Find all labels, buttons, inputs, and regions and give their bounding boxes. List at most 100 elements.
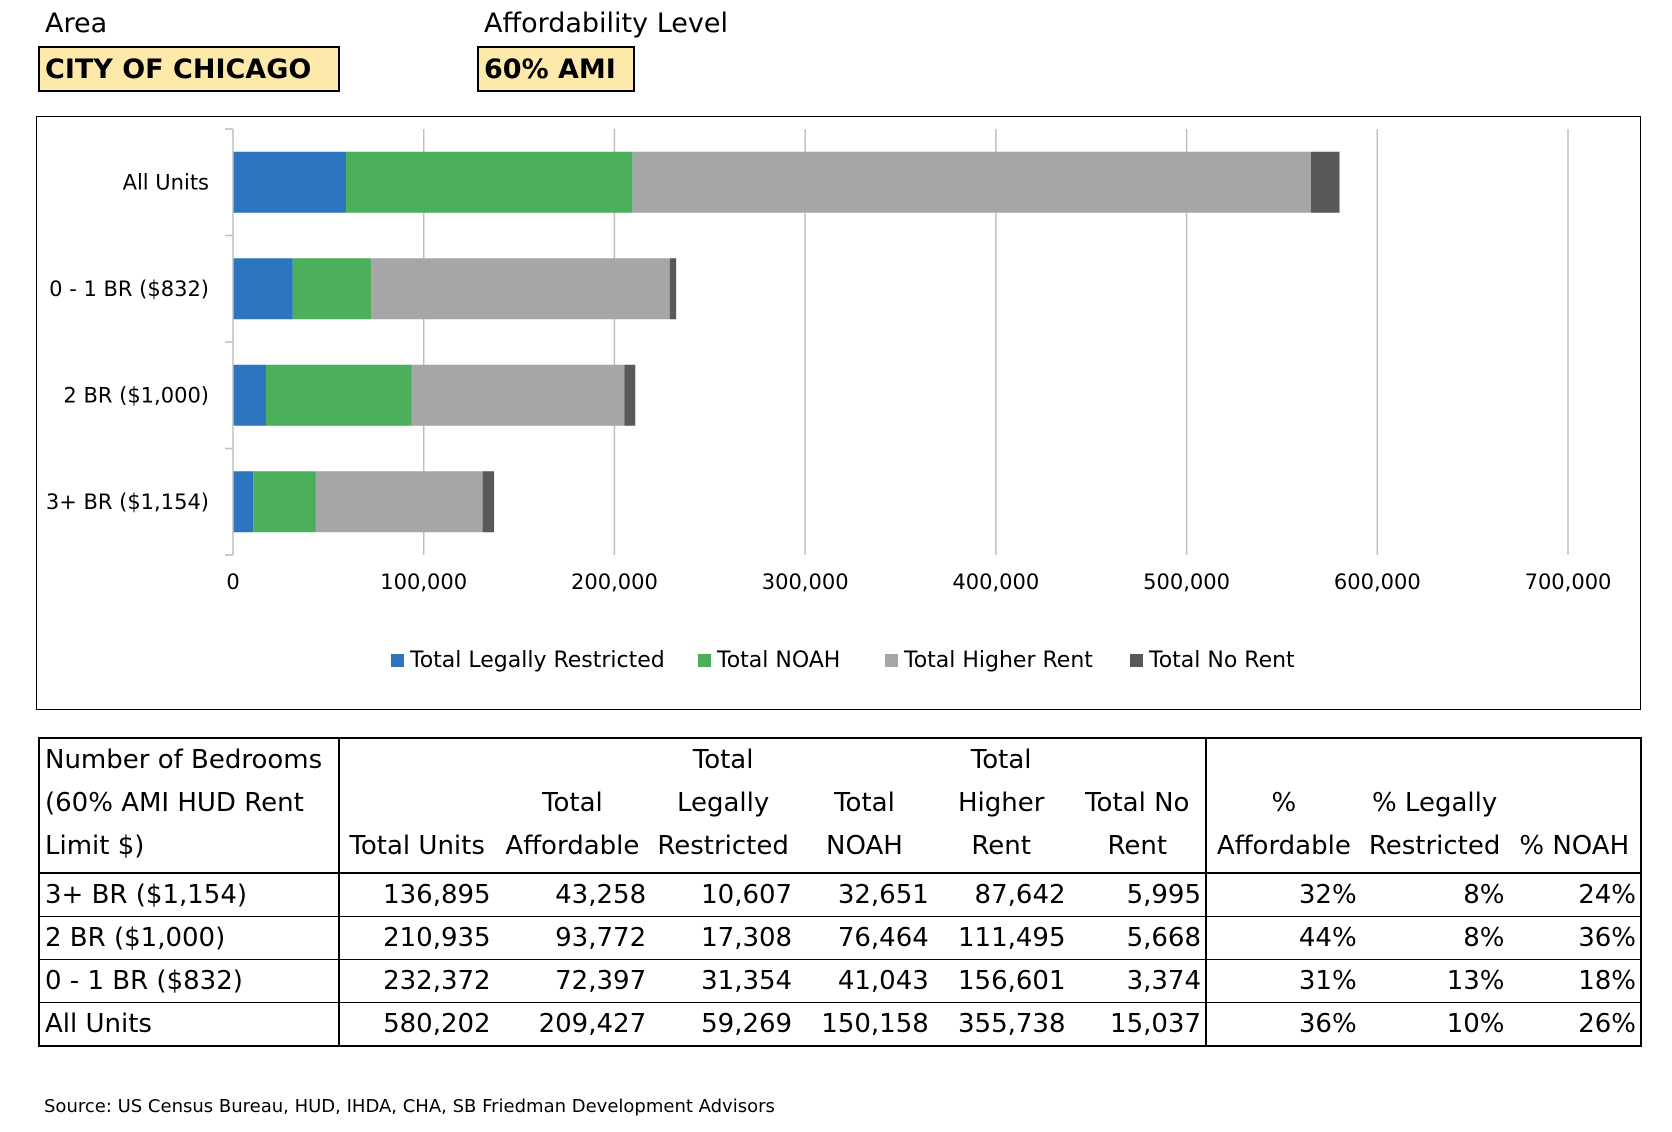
bar-segment — [624, 364, 636, 426]
header-line: Total — [970, 745, 1032, 775]
legend-swatch — [885, 654, 898, 667]
legend-swatch — [391, 654, 404, 667]
bar-segment — [233, 364, 267, 426]
table-cell: 26% — [1508, 1002, 1641, 1047]
row-label: 3+ BR ($1,154) — [39, 873, 340, 917]
table-cell: 93,772 — [494, 916, 651, 960]
table-cell: 59,269 — [650, 1002, 797, 1047]
column-header: Total Affordable — [494, 738, 651, 874]
column-header: % Legally Restricted — [1360, 738, 1509, 874]
bar-segment — [253, 471, 316, 533]
x-tick-label: 200,000 — [571, 570, 658, 594]
header-line: Total No — [1085, 788, 1190, 818]
x-tick-label: 0 — [226, 570, 239, 594]
table-cell: 43,258 — [494, 873, 651, 917]
header-line: Total Units — [349, 831, 485, 861]
table-cell: 209,427 — [494, 1002, 651, 1047]
table-row: All Units 580,202 209,427 59,269 150,158 355,… — [39, 1002, 1641, 1047]
table-cell: 136,895 — [338, 873, 495, 917]
header-line: Total — [692, 745, 754, 775]
table-cell: 232,372 — [338, 959, 495, 1003]
table-row: 0 - 1 BR ($832) 232,372 72,397 31,354 41,043… — [39, 959, 1641, 1003]
header-line: Limit $) — [45, 831, 145, 861]
row-label: All Units — [39, 1002, 340, 1047]
bar-segment — [371, 258, 670, 320]
header-line — [1074, 739, 1201, 782]
table-cell: 3,374 — [1069, 959, 1208, 1003]
header-line — [800, 739, 929, 782]
column-header: Total Higher Rent — [932, 738, 1070, 874]
column-header: % Affordable — [1206, 738, 1361, 874]
chart-area: 0 100,000 200,000 300,000 400,000 500,000 600,… — [36, 116, 1641, 710]
table-cell: 580,202 — [338, 1002, 495, 1047]
column-header: Total No Rent — [1069, 738, 1208, 874]
legend-swatch — [698, 654, 711, 667]
table-cell: 10,607 — [650, 873, 797, 917]
table-cell: 36% — [1206, 1002, 1361, 1047]
bar-segment — [292, 258, 372, 320]
row-label: 2 BR ($1,000) — [39, 916, 340, 960]
bar-segment — [233, 151, 347, 213]
table-cell: 72,397 — [494, 959, 651, 1003]
area-label: Area — [45, 8, 108, 39]
column-header: % NOAH — [1508, 738, 1641, 874]
category-label: 3+ BR ($1,154) — [46, 490, 209, 514]
row-label: 0 - 1 BR ($832) — [39, 959, 340, 1003]
table-cell: 31% — [1206, 959, 1361, 1003]
header-line: % NOAH — [1519, 831, 1630, 861]
x-tick-label: 500,000 — [1143, 570, 1230, 594]
stacked-bar-chart: 0 100,000 200,000 300,000 400,000 500,000 600,… — [46, 128, 1612, 673]
table-cell: 41,043 — [796, 959, 933, 1003]
header-line: Legally — [676, 788, 770, 818]
table-cell: 36% — [1508, 916, 1641, 960]
bar-segment — [266, 364, 412, 426]
area-selector[interactable]: CITY OF CHICAGO — [38, 46, 340, 92]
header-line — [499, 739, 647, 782]
header-line: % — [1271, 788, 1297, 818]
header-line: Restricted — [657, 831, 789, 861]
table-cell: 355,738 — [932, 1002, 1070, 1047]
header-line: Number of Bedrooms — [45, 745, 323, 775]
bar-segment — [669, 258, 677, 320]
x-tick-label: 700,000 — [1525, 570, 1612, 594]
affordability-level-selector[interactable]: 60% AMI — [477, 46, 635, 92]
bar-segment — [315, 471, 483, 533]
header-line: Higher — [957, 788, 1045, 818]
header-line — [344, 739, 491, 782]
header-line — [1365, 739, 1505, 782]
header-line — [1513, 739, 1637, 782]
bar-segment — [482, 471, 495, 533]
affordability-level-label: Affordability Level — [484, 8, 728, 39]
bar-segment — [233, 471, 254, 533]
table-cell: 5,995 — [1069, 873, 1208, 917]
table-cell: 32% — [1206, 873, 1361, 917]
legend-label: Total Higher Rent — [903, 648, 1093, 673]
table-cell: 156,601 — [932, 959, 1070, 1003]
legend-label: Total NOAH — [716, 648, 840, 673]
source-note: Source: US Census Bureau, HUD, IHDA, CHA… — [44, 1096, 775, 1117]
table-cell: 13% — [1360, 959, 1509, 1003]
x-tick-label: 600,000 — [1334, 570, 1421, 594]
header-line — [1513, 782, 1637, 825]
column-header: Total Legally Restricted — [650, 738, 797, 874]
column-header: Number of Bedrooms (60% AMI HUD Rent Limit… — [39, 738, 340, 874]
table-cell: 87,642 — [932, 873, 1070, 917]
header-line: Affordable — [1216, 831, 1351, 861]
table-row: 2 BR ($1,000) 210,935 93,772 17,308 76,464 11… — [39, 916, 1641, 960]
bar-segment — [632, 151, 1311, 213]
table-cell: 32,651 — [796, 873, 933, 917]
header-line — [1211, 739, 1357, 782]
table-cell: 10% — [1360, 1002, 1509, 1047]
table-cell: 31,354 — [650, 959, 797, 1003]
category-label: All Units — [123, 170, 209, 194]
table-body: 3+ BR ($1,154) 136,895 43,258 10,607 32,651 8… — [39, 873, 1641, 1047]
header-line: Restricted — [1368, 831, 1501, 861]
bar-segment — [346, 151, 633, 213]
header-line: Affordable — [505, 831, 640, 861]
bedroom-affordability-table: Number of Bedrooms (60% AMI HUD Rent Limit… — [38, 737, 1642, 1047]
legend-label: Total Legally Restricted — [409, 648, 665, 673]
table-cell: 8% — [1360, 873, 1509, 917]
bar-segment — [1310, 151, 1340, 213]
table-cell: 15,037 — [1069, 1002, 1208, 1047]
header-line — [344, 782, 491, 825]
